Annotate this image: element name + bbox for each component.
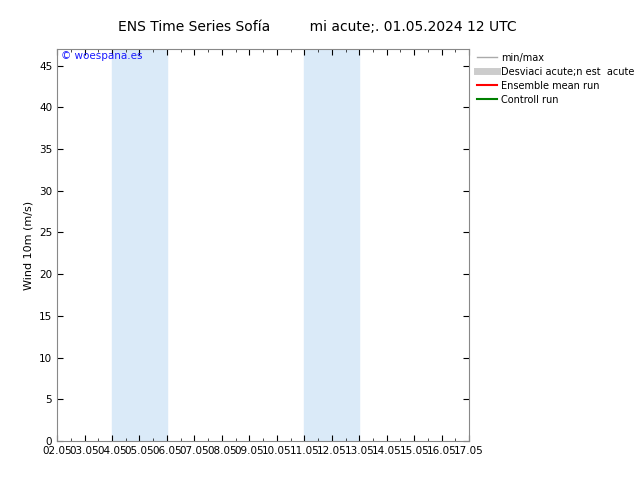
Text: ENS Time Series Sofía         mi acute;. 01.05.2024 12 UTC: ENS Time Series Sofía mi acute;. 01.05.2…: [118, 20, 516, 34]
Legend: min/max, Desviaci acute;n est  acute;ndar, Ensemble mean run, Controll run: min/max, Desviaci acute;n est acute;ndar…: [473, 49, 634, 108]
Y-axis label: Wind 10m (m/s): Wind 10m (m/s): [23, 200, 34, 290]
Bar: [304, 49, 359, 441]
Text: © woespana.es: © woespana.es: [61, 51, 143, 61]
Bar: [112, 49, 167, 441]
